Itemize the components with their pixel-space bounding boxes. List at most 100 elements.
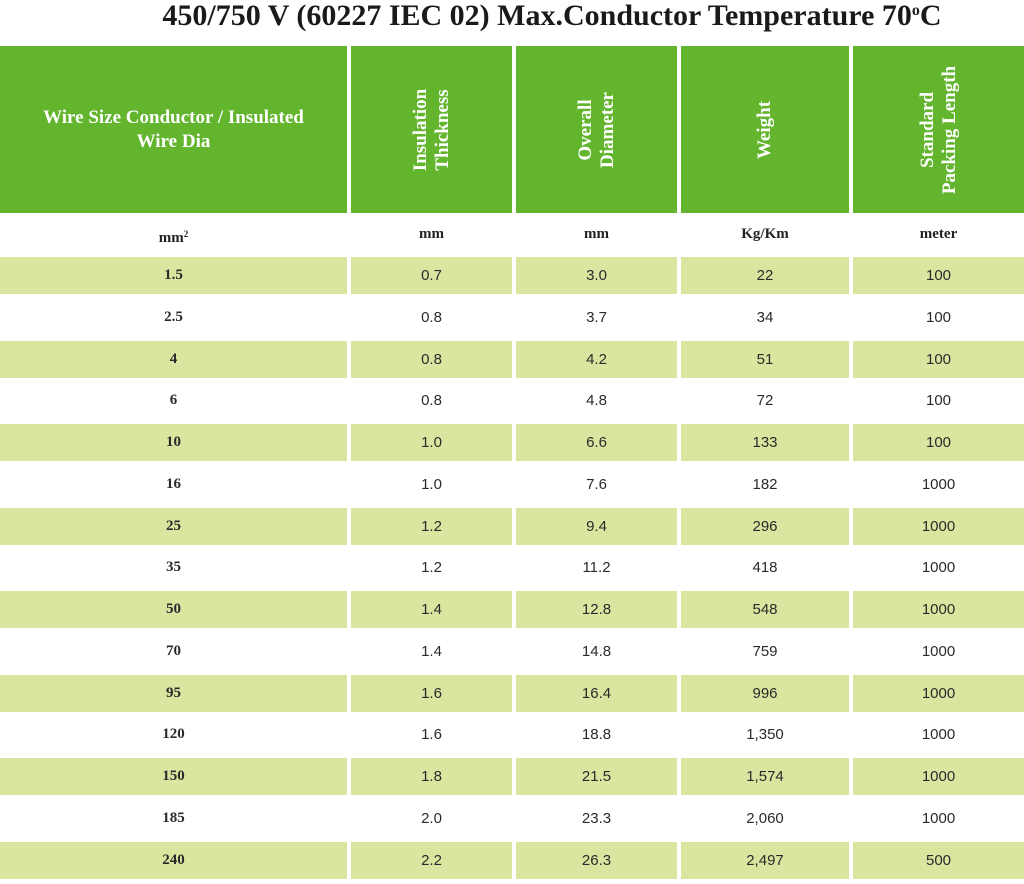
cell-insulation-thickness: 1.6	[351, 675, 512, 712]
cell-insulation-thickness: 0.7	[351, 257, 512, 294]
cell-packing-length: 1000	[921, 476, 956, 493]
title-text: 450/750 V (60227 IEC 02) Max.Conductor T…	[162, 0, 912, 32]
cell-weight: 418	[752, 559, 778, 576]
table-row: 240 2.2 26.3 2,497 500	[0, 842, 1024, 879]
header-insulation-thickness: Insulation Thickness	[351, 46, 512, 213]
cell-weight: 1,350	[746, 726, 784, 743]
header-wire-size: Wire Size Conductor / Insulated Wire Dia	[0, 46, 347, 213]
header-overall-diameter-label: Overall Diameter	[574, 91, 618, 168]
cell-wire-size: 95	[0, 675, 347, 712]
cell-insulation-thickness: 2.0	[421, 810, 442, 827]
cell-weight: 182	[752, 476, 778, 493]
cell-overall-diameter: 7.6	[586, 476, 607, 493]
cell-wire-size: 25	[0, 508, 347, 545]
table-row: 25 1.2 9.4 296 1000	[0, 508, 1024, 545]
units-row: mm2 mm mm Kg/Km meter	[0, 213, 1024, 256]
cell-wire-size: 2.5	[164, 309, 183, 325]
header-packing-length-label: Standard Packing Length	[916, 65, 960, 194]
unit-overall-diameter: mm	[584, 226, 609, 242]
cell-wire-size: 4	[0, 341, 347, 378]
cell-overall-diameter: 23.3	[581, 810, 612, 827]
cell-insulation-thickness: 1.0	[421, 476, 442, 493]
cell-packing-length: 1000	[921, 810, 956, 827]
cell-weight: 22	[681, 257, 849, 294]
table-row: 16 1.0 7.6 182 1000	[0, 466, 1024, 503]
title-unit: C	[919, 0, 942, 32]
cell-overall-diameter: 14.8	[581, 643, 612, 660]
cell-packing-length: 1000	[921, 726, 956, 743]
cell-overall-diameter: 12.8	[516, 591, 677, 628]
cell-insulation-thickness: 1.2	[421, 559, 442, 576]
cell-weight: 72	[756, 392, 774, 409]
cell-wire-size: 35	[166, 559, 181, 575]
cell-weight: 51	[681, 341, 849, 378]
cell-overall-diameter: 16.4	[516, 675, 677, 712]
cell-weight: 2,060	[746, 810, 784, 827]
cell-overall-diameter: 9.4	[516, 508, 677, 545]
cell-overall-diameter: 6.6	[516, 424, 677, 461]
cell-wire-size: 120	[162, 726, 185, 742]
header-overall-diameter: Overall Diameter	[516, 46, 677, 213]
cell-packing-length: 100	[925, 392, 952, 409]
unit-weight: Kg/Km	[741, 226, 789, 242]
unit-packing-length: meter	[919, 226, 958, 242]
cell-insulation-thickness: 1.4	[351, 591, 512, 628]
cell-insulation-thickness: 1.2	[351, 508, 512, 545]
cell-overall-diameter: 18.8	[581, 726, 612, 743]
unit-wire-size-sup: 2	[183, 229, 189, 239]
header-insulation-thickness-label: Insulation Thickness	[409, 88, 453, 171]
cell-wire-size: 50	[0, 591, 347, 628]
header-packing-length: Standard Packing Length	[853, 46, 1024, 213]
cell-insulation-thickness: 0.8	[421, 309, 442, 326]
table-row: 35 1.2 11.2 418 1000	[0, 549, 1024, 586]
table-row: 70 1.4 14.8 759 1000	[0, 633, 1024, 670]
cell-packing-length: 1000	[853, 591, 1024, 628]
unit-insulation-thickness: mm	[419, 226, 444, 242]
cell-insulation-thickness: 1.8	[351, 758, 512, 795]
table-row: 95 1.6 16.4 996 1000	[0, 675, 1024, 712]
cell-packing-length: 1000	[921, 559, 956, 576]
header-weight: Weight	[681, 46, 849, 213]
table-row: 50 1.4 12.8 548 1000	[0, 591, 1024, 628]
cell-wire-size: 10	[0, 424, 347, 461]
cell-wire-size: 6	[169, 392, 178, 408]
cell-weight: 34	[756, 309, 774, 326]
cell-wire-size: 1.5	[0, 257, 347, 294]
cell-packing-length: 100	[853, 424, 1024, 461]
page-title: 450/750 V (60227 IEC 02) Max.Conductor T…	[0, 0, 1024, 40]
cell-wire-size: 150	[0, 758, 347, 795]
cell-wire-size: 16	[166, 476, 181, 492]
cell-weight: 296	[681, 508, 849, 545]
cell-weight: 996	[681, 675, 849, 712]
cell-packing-length: 1000	[853, 508, 1024, 545]
cell-overall-diameter: 4.2	[516, 341, 677, 378]
cell-insulation-thickness: 0.8	[421, 392, 442, 409]
cell-wire-size: 240	[0, 842, 347, 879]
cell-insulation-thickness: 1.4	[421, 643, 442, 660]
table-row: 1.5 0.7 3.0 22 100	[0, 257, 1024, 294]
cell-packing-length: 1000	[853, 758, 1024, 795]
table-header-row: Wire Size Conductor / Insulated Wire Dia…	[0, 46, 1024, 213]
header-weight-label: Weight	[754, 100, 775, 159]
table-row: 2.5 0.8 3.7 34 100	[0, 299, 1024, 336]
table-row: 120 1.6 18.8 1,350 1000	[0, 716, 1024, 753]
table-row: 6 0.8 4.8 72 100	[0, 382, 1024, 419]
cell-weight: 548	[681, 591, 849, 628]
cell-overall-diameter: 21.5	[516, 758, 677, 795]
cell-packing-length: 1000	[853, 675, 1024, 712]
cell-insulation-thickness: 0.8	[351, 341, 512, 378]
cell-overall-diameter: 26.3	[516, 842, 677, 879]
unit-wire-size: mm2	[0, 213, 347, 256]
cell-packing-length: 1000	[921, 643, 956, 660]
cell-weight: 759	[752, 643, 778, 660]
title-degree: o	[911, 2, 920, 19]
cell-wire-size: 70	[166, 643, 181, 659]
cell-packing-length: 100	[853, 341, 1024, 378]
cell-insulation-thickness: 1.0	[351, 424, 512, 461]
table-row: 4 0.8 4.2 51 100	[0, 341, 1024, 378]
cell-weight: 1,574	[681, 758, 849, 795]
cell-insulation-thickness: 2.2	[351, 842, 512, 879]
cell-wire-size: 185	[162, 810, 185, 826]
cell-overall-diameter: 3.0	[516, 257, 677, 294]
cell-packing-length: 500	[853, 842, 1024, 879]
